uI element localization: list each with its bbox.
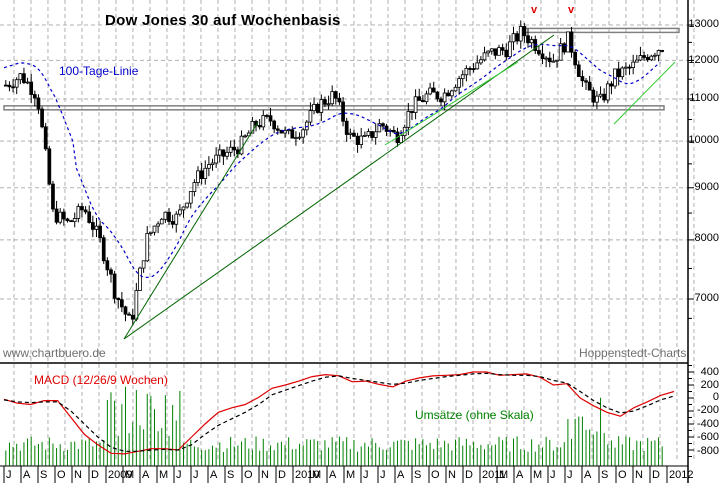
y-tick-label: 9000 <box>694 181 719 193</box>
x-tick-label: O <box>57 469 66 481</box>
macd-tick-label: -400 <box>696 418 719 430</box>
x-tick-label: O <box>244 469 253 481</box>
x-tick-label: M <box>159 469 169 481</box>
macd-tick-label: -800 <box>696 445 719 457</box>
x-tick-label: M <box>346 469 356 481</box>
x-tick-label: M <box>499 469 509 481</box>
x-tick-label: 2010 <box>295 469 320 481</box>
grid-lines <box>0 0 695 462</box>
x-tick-label: J <box>193 469 199 481</box>
y-tick-label: 13000 <box>688 18 719 30</box>
x-tick-label: D <box>91 469 99 481</box>
x-tick-label: 2012 <box>669 469 694 481</box>
macd-lines <box>3 371 675 455</box>
y-tick-label: 10000 <box>688 134 719 146</box>
volume-legend: Umsätze (ohne Skala) <box>415 408 534 422</box>
x-tick-label: J <box>380 469 386 481</box>
x-tick-label: O <box>618 469 627 481</box>
macd-legend: MACD (12/26/9 Wochen) <box>34 373 168 387</box>
volume-bars <box>5 386 663 466</box>
x-tick-label: M <box>533 469 543 481</box>
x-tick-label: A <box>516 469 524 481</box>
source-watermark-left: www.chartbuero.de <box>3 346 106 360</box>
x-tick-label: N <box>261 469 269 481</box>
x-tick-label: A <box>23 469 31 481</box>
source-watermark-right: Hoppenstedt-Charts <box>579 346 687 360</box>
x-tick-label: A <box>584 469 592 481</box>
moving-average-label: 100-Tage-Linie <box>59 64 139 78</box>
y-tick-label: 12000 <box>688 54 719 66</box>
x-tick-label: N <box>448 469 456 481</box>
chart-title: Dow Jones 30 auf Wochenbasis <box>105 12 341 29</box>
macd-tick-label: 0 <box>712 391 719 403</box>
macd-tick-label: 200 <box>700 379 719 391</box>
y-tick-label: 7000 <box>694 292 719 304</box>
x-tick-label: D <box>465 469 473 481</box>
x-tick-label: 2011 <box>482 469 506 481</box>
y-tick-label: 11000 <box>689 92 719 104</box>
trendlines <box>123 34 676 340</box>
x-tick-label: M <box>125 469 135 481</box>
x-tick-label: A <box>210 469 218 481</box>
x-tick-label: J <box>550 469 556 481</box>
x-tick-label: A <box>329 469 337 481</box>
x-tick-label: A <box>397 469 405 481</box>
x-tick-label: N <box>74 469 82 481</box>
x-tick-label: J <box>567 469 573 481</box>
axes <box>0 0 694 483</box>
x-tick-label: J <box>176 469 182 481</box>
peak-marker-2: v <box>568 4 575 16</box>
x-tick-label: J <box>6 469 12 481</box>
x-tick-label: N <box>635 469 643 481</box>
x-tick-label: J <box>363 469 369 481</box>
macd-tick-label: 400 <box>700 366 719 378</box>
x-tick-label: S <box>414 469 422 481</box>
x-tick-label: M <box>312 469 322 481</box>
x-tick-label: 2009 <box>108 469 133 481</box>
macd-tick-label: -200 <box>696 404 719 416</box>
x-tick-label: D <box>278 469 286 481</box>
x-tick-label: S <box>227 469 235 481</box>
x-tick-label: S <box>40 469 48 481</box>
x-tick-label: D <box>652 469 660 481</box>
x-tick-label: S <box>601 469 609 481</box>
peak-marker-1: v <box>531 4 538 16</box>
x-tick-label: O <box>431 469 440 481</box>
macd-tick-label: -600 <box>696 431 719 443</box>
x-tick-label: A <box>142 469 150 481</box>
y-tick-label: 8000 <box>694 232 719 244</box>
